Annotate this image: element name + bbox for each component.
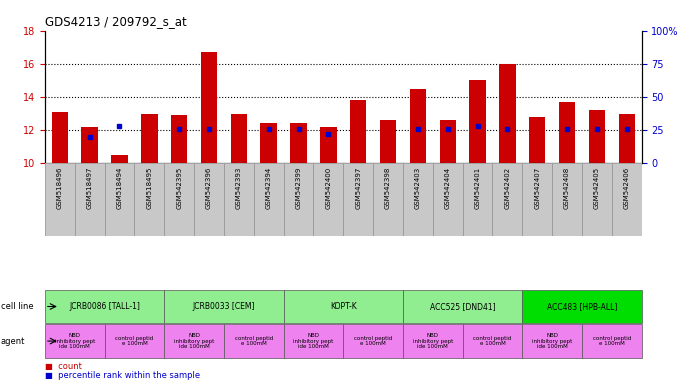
Text: GSM542396: GSM542396 bbox=[206, 167, 212, 209]
Text: GSM518495: GSM518495 bbox=[146, 167, 152, 209]
FancyBboxPatch shape bbox=[284, 290, 403, 323]
FancyBboxPatch shape bbox=[344, 163, 373, 236]
Text: GSM542399: GSM542399 bbox=[295, 167, 302, 209]
Text: GSM542393: GSM542393 bbox=[236, 167, 241, 209]
FancyBboxPatch shape bbox=[433, 163, 462, 236]
Text: GSM542395: GSM542395 bbox=[176, 167, 182, 209]
Text: JCRB0086 [TALL-1]: JCRB0086 [TALL-1] bbox=[69, 302, 140, 311]
FancyBboxPatch shape bbox=[164, 324, 224, 358]
FancyBboxPatch shape bbox=[164, 163, 194, 236]
Bar bbox=[111, 155, 128, 163]
Text: GSM542401: GSM542401 bbox=[475, 167, 480, 209]
Text: cell line: cell line bbox=[1, 302, 33, 311]
Bar bbox=[201, 52, 217, 163]
Bar bbox=[589, 110, 605, 163]
FancyBboxPatch shape bbox=[45, 163, 75, 236]
Bar bbox=[52, 112, 68, 163]
Text: NBD
inhibitory pept
ide 100mM: NBD inhibitory pept ide 100mM bbox=[532, 333, 572, 349]
Text: control peptid
e 100mM: control peptid e 100mM bbox=[115, 336, 153, 346]
Text: GSM542406: GSM542406 bbox=[624, 167, 630, 209]
FancyBboxPatch shape bbox=[582, 324, 642, 358]
FancyBboxPatch shape bbox=[612, 163, 642, 236]
Text: GSM542402: GSM542402 bbox=[504, 167, 511, 209]
Bar bbox=[290, 124, 307, 163]
Text: agent: agent bbox=[1, 336, 25, 346]
Bar bbox=[350, 100, 366, 163]
Text: NBD
inhibitory pept
ide 100mM: NBD inhibitory pept ide 100mM bbox=[174, 333, 214, 349]
Bar bbox=[141, 114, 157, 163]
Bar bbox=[559, 102, 575, 163]
Text: GSM542397: GSM542397 bbox=[355, 167, 361, 209]
Text: ■  count: ■ count bbox=[45, 362, 81, 371]
FancyBboxPatch shape bbox=[284, 163, 313, 236]
Bar bbox=[529, 117, 546, 163]
FancyBboxPatch shape bbox=[403, 324, 462, 358]
Text: control peptid
e 100mM: control peptid e 100mM bbox=[593, 336, 631, 346]
Bar bbox=[81, 127, 98, 163]
FancyBboxPatch shape bbox=[522, 290, 642, 323]
Text: NBD
inhibitory pept
ide 100mM: NBD inhibitory pept ide 100mM bbox=[293, 333, 333, 349]
Bar bbox=[230, 114, 247, 163]
Bar bbox=[618, 114, 635, 163]
Text: KOPT-K: KOPT-K bbox=[330, 302, 357, 311]
FancyBboxPatch shape bbox=[522, 163, 552, 236]
FancyBboxPatch shape bbox=[45, 290, 164, 323]
FancyBboxPatch shape bbox=[194, 163, 224, 236]
Text: JCRB0033 [CEM]: JCRB0033 [CEM] bbox=[193, 302, 255, 311]
FancyBboxPatch shape bbox=[522, 324, 582, 358]
FancyBboxPatch shape bbox=[254, 163, 284, 236]
FancyBboxPatch shape bbox=[284, 324, 344, 358]
Bar bbox=[499, 64, 515, 163]
FancyBboxPatch shape bbox=[224, 324, 284, 358]
FancyBboxPatch shape bbox=[403, 163, 433, 236]
Text: NBD
inhibitory pept
ide 100mM: NBD inhibitory pept ide 100mM bbox=[55, 333, 95, 349]
Bar bbox=[171, 115, 188, 163]
Text: ■  percentile rank within the sample: ■ percentile rank within the sample bbox=[45, 371, 200, 380]
FancyBboxPatch shape bbox=[105, 163, 135, 236]
Text: GSM542394: GSM542394 bbox=[266, 167, 272, 209]
Text: GSM542398: GSM542398 bbox=[385, 167, 391, 209]
Bar bbox=[440, 120, 456, 163]
FancyBboxPatch shape bbox=[45, 324, 105, 358]
Bar bbox=[380, 120, 396, 163]
Text: control peptid
e 100mM: control peptid e 100mM bbox=[473, 336, 511, 346]
Text: GSM542408: GSM542408 bbox=[564, 167, 570, 209]
Text: NBD
inhibitory pept
ide 100mM: NBD inhibitory pept ide 100mM bbox=[413, 333, 453, 349]
FancyBboxPatch shape bbox=[493, 163, 522, 236]
FancyBboxPatch shape bbox=[552, 163, 582, 236]
Text: GSM542404: GSM542404 bbox=[445, 167, 451, 209]
Text: GSM518496: GSM518496 bbox=[57, 167, 63, 209]
Text: ACC483 [HPB-ALL]: ACC483 [HPB-ALL] bbox=[547, 302, 617, 311]
Text: GSM518494: GSM518494 bbox=[117, 167, 122, 209]
Text: GSM542405: GSM542405 bbox=[594, 167, 600, 209]
Bar bbox=[45, 163, 642, 236]
Text: GSM542400: GSM542400 bbox=[326, 167, 331, 209]
Text: GSM542403: GSM542403 bbox=[415, 167, 421, 209]
FancyBboxPatch shape bbox=[313, 163, 344, 236]
FancyBboxPatch shape bbox=[403, 290, 522, 323]
FancyBboxPatch shape bbox=[105, 324, 164, 358]
Bar bbox=[260, 124, 277, 163]
FancyBboxPatch shape bbox=[462, 163, 493, 236]
Text: control peptid
e 100mM: control peptid e 100mM bbox=[235, 336, 273, 346]
FancyBboxPatch shape bbox=[164, 290, 284, 323]
FancyBboxPatch shape bbox=[373, 163, 403, 236]
FancyBboxPatch shape bbox=[135, 163, 164, 236]
FancyBboxPatch shape bbox=[462, 324, 522, 358]
Text: ACC525 [DND41]: ACC525 [DND41] bbox=[430, 302, 495, 311]
FancyBboxPatch shape bbox=[224, 163, 254, 236]
Text: GSM518497: GSM518497 bbox=[87, 167, 92, 209]
Bar bbox=[469, 80, 486, 163]
FancyBboxPatch shape bbox=[75, 163, 105, 236]
Bar bbox=[320, 127, 337, 163]
Text: GSM542407: GSM542407 bbox=[534, 167, 540, 209]
Text: GDS4213 / 209792_s_at: GDS4213 / 209792_s_at bbox=[45, 15, 186, 28]
FancyBboxPatch shape bbox=[582, 163, 612, 236]
Text: control peptid
e 100mM: control peptid e 100mM bbox=[354, 336, 392, 346]
FancyBboxPatch shape bbox=[344, 324, 403, 358]
Bar bbox=[410, 89, 426, 163]
